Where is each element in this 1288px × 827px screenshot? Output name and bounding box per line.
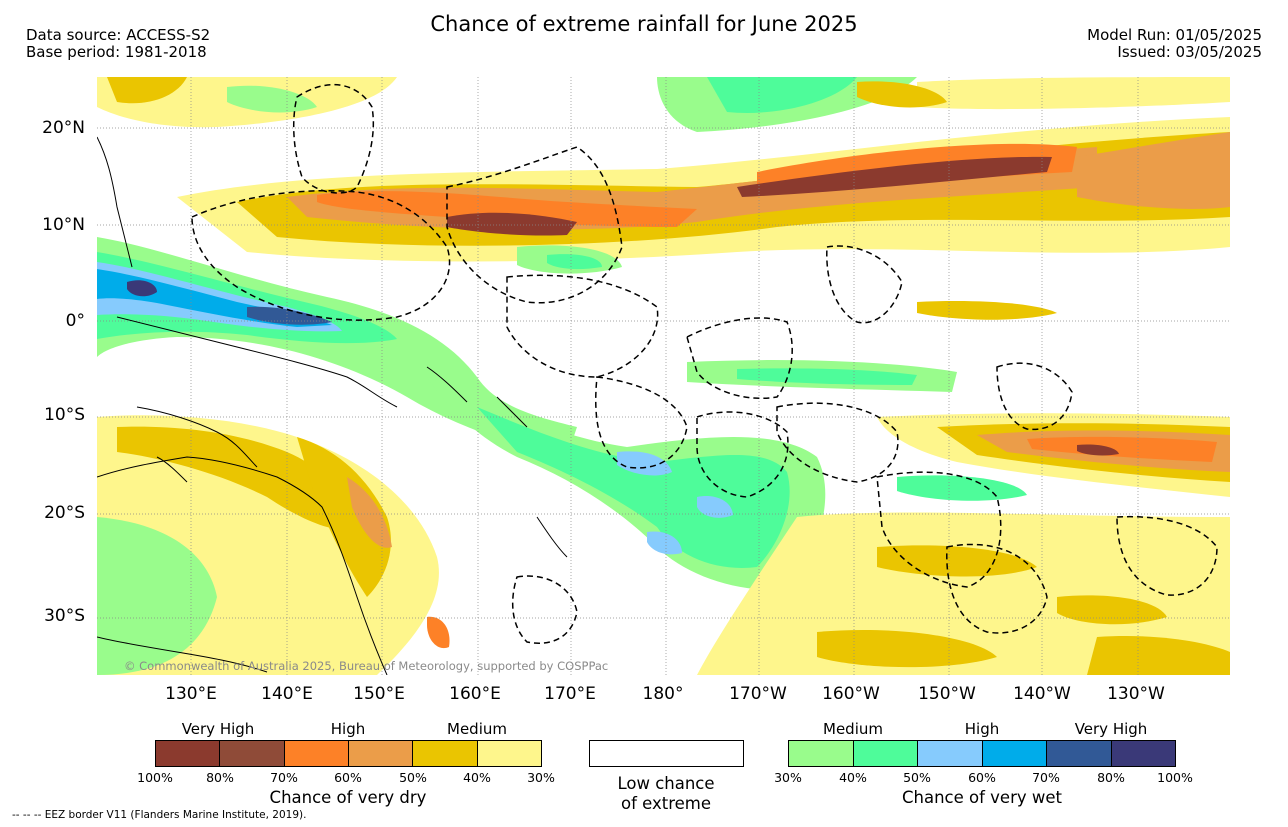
lon-label-170e: 170°E: [544, 684, 596, 704]
dry-swatch-4: [348, 741, 414, 766]
dry-swatch-3: [284, 741, 349, 766]
dry-tick-70: 70%: [270, 770, 298, 785]
lon-label-150e: 150°E: [353, 684, 405, 704]
lon-label-160e: 160°E: [449, 684, 501, 704]
lon-label-150w: 150°W: [918, 684, 976, 704]
lat-label-30s: 30°S: [44, 606, 85, 626]
dry-swatch-1: [156, 741, 221, 766]
lon-label-130w: 130°W: [1107, 684, 1165, 704]
wet-header-medium: Medium: [823, 720, 883, 738]
wet-header-very-high: Very High: [1074, 720, 1148, 738]
lon-label-170w: 170°W: [729, 684, 787, 704]
dry-tick-60: 60%: [334, 770, 362, 785]
wet-legend-title: Chance of very wet: [902, 788, 1062, 807]
wet-swatch-2: [853, 741, 918, 766]
wet-tick-80: 80%: [1097, 770, 1125, 785]
low-chance-line1: Low chance: [617, 774, 715, 793]
lon-label-180: 180°: [642, 684, 684, 704]
dry-swatch-2: [220, 741, 285, 766]
low-chance-label: Low chance of extreme: [566, 774, 766, 814]
dry-tick-80: 80%: [206, 770, 234, 785]
wet-tick-60: 60%: [968, 770, 996, 785]
lat-label-10n: 10°N: [42, 215, 85, 235]
low-chance-swatch: [589, 740, 744, 767]
eez-border-note: -- -- -- EEZ border V11 (Flanders Marine…: [12, 809, 307, 821]
lon-label-140e: 140°E: [261, 684, 313, 704]
dry-header-very-high: Very High: [181, 720, 255, 738]
map-title: Chance of extreme rainfall for June 2025: [430, 12, 858, 36]
dry-swatch-6: [477, 741, 541, 766]
run-info: Model Run: 01/05/2025 Issued: 03/05/2025: [1087, 27, 1262, 61]
source-info: Data source: ACCESS-S2 Base period: 1981…: [26, 27, 210, 61]
rainfall-map: [97, 77, 1230, 675]
dry-color-bar: [155, 740, 542, 767]
wet-swatch-5: [1047, 741, 1112, 766]
dry-tick-30: 30%: [527, 770, 555, 785]
wet-swatch-3: [918, 741, 983, 766]
dry-header-medium: Medium: [447, 720, 507, 738]
copyright-notice: © Commonwealth of Australia 2025, Bureau…: [124, 659, 609, 673]
wet-swatch-4: [982, 741, 1047, 766]
issued-text: Issued: 03/05/2025: [1117, 43, 1262, 61]
dry-legend-title: Chance of very dry: [269, 788, 427, 807]
low-chance-line2: of extreme: [620, 794, 712, 813]
lon-label-130e: 130°E: [165, 684, 217, 704]
dry-tick-50: 50%: [399, 770, 427, 785]
lat-label-20s: 20°S: [44, 503, 85, 523]
dry-swatch-5: [413, 741, 478, 766]
wet-color-bar: [788, 740, 1176, 767]
wet-swatch-6: [1111, 741, 1175, 766]
model-run-text: Model Run: 01/05/2025: [1087, 26, 1262, 44]
lat-label-0: 0°: [65, 311, 85, 331]
base-period-text: Base period: 1981-2018: [26, 43, 207, 61]
dry-tick-100: 100%: [137, 770, 173, 785]
lat-label-20n: 20°N: [42, 118, 85, 138]
dry-tick-40: 40%: [463, 770, 491, 785]
wet-tick-100: 100%: [1157, 770, 1193, 785]
lat-label-10s: 10°S: [44, 405, 85, 425]
map-canvas: [97, 77, 1230, 675]
data-source-text: Data source: ACCESS-S2: [26, 26, 211, 44]
wet-swatch-1: [789, 741, 854, 766]
wet-tick-30: 30%: [774, 770, 802, 785]
lon-label-140w: 140°W: [1013, 684, 1071, 704]
dry-header-high: High: [330, 720, 366, 738]
wet-header-high: High: [964, 720, 1000, 738]
wet-tick-40: 40%: [839, 770, 867, 785]
wet-tick-50: 50%: [903, 770, 931, 785]
lon-label-160w: 160°W: [822, 684, 880, 704]
wet-tick-70: 70%: [1032, 770, 1060, 785]
